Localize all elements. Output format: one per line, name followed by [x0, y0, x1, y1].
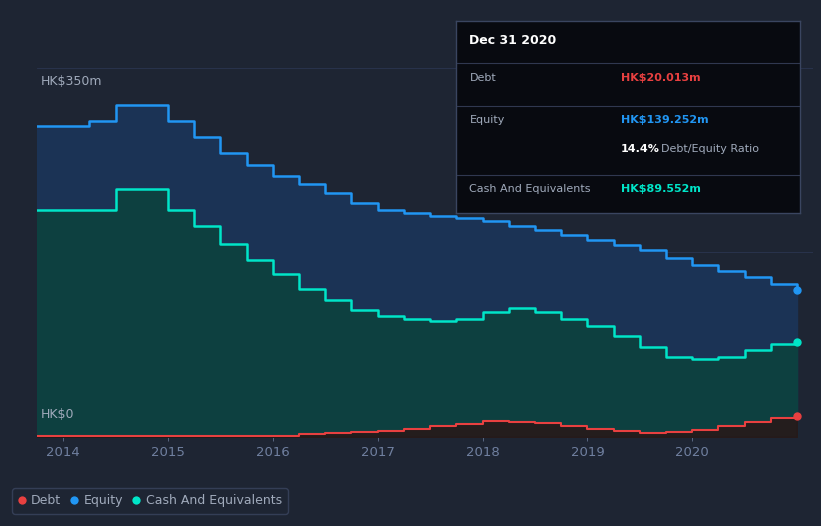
- Text: Cash And Equivalents: Cash And Equivalents: [470, 184, 591, 194]
- Text: Debt: Debt: [470, 73, 496, 83]
- Text: HK$20.013m: HK$20.013m: [621, 73, 701, 83]
- Legend: Debt, Equity, Cash And Equivalents: Debt, Equity, Cash And Equivalents: [12, 488, 288, 514]
- Text: Dec 31 2020: Dec 31 2020: [470, 35, 557, 47]
- Text: HK$89.552m: HK$89.552m: [621, 184, 701, 194]
- Text: HK$139.252m: HK$139.252m: [621, 115, 709, 125]
- Text: Debt/Equity Ratio: Debt/Equity Ratio: [661, 144, 759, 154]
- Text: HK$0: HK$0: [41, 408, 75, 421]
- Text: HK$350m: HK$350m: [41, 75, 103, 88]
- Text: 14.4%: 14.4%: [621, 144, 660, 154]
- Text: Equity: Equity: [470, 115, 505, 125]
